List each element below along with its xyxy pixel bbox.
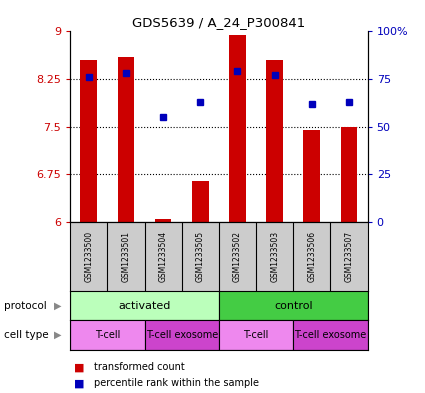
Text: GSM1233507: GSM1233507 [345,231,354,282]
Bar [144,320,219,350]
Bar [192,181,209,222]
Text: activated: activated [118,301,171,310]
Bar [266,60,283,222]
Bar [80,60,97,222]
Text: ■: ■ [74,378,88,388]
Bar [229,35,246,222]
Text: transformed count: transformed count [94,362,184,373]
Title: GDS5639 / A_24_P300841: GDS5639 / A_24_P300841 [132,16,306,29]
Text: T-cell: T-cell [244,330,269,340]
Bar [155,219,171,222]
Text: GSM1233502: GSM1233502 [233,231,242,282]
Text: GSM1233505: GSM1233505 [196,231,205,282]
Text: ▶: ▶ [54,301,61,310]
Text: ■: ■ [74,362,88,373]
Bar [303,130,320,222]
Bar [118,57,134,222]
Bar [70,291,219,320]
Text: ▶: ▶ [54,330,61,340]
Text: GSM1233506: GSM1233506 [307,231,316,282]
Text: protocol: protocol [4,301,47,310]
Text: T-cell: T-cell [95,330,120,340]
Text: GSM1233500: GSM1233500 [84,231,93,282]
Text: T-cell exosome: T-cell exosome [294,330,366,340]
Text: cell type: cell type [4,330,49,340]
Bar [341,127,357,222]
Text: GSM1233503: GSM1233503 [270,231,279,282]
Bar [219,291,368,320]
Bar [70,320,144,350]
Bar [219,320,293,350]
Text: GSM1233504: GSM1233504 [159,231,167,282]
Text: T-cell exosome: T-cell exosome [145,330,218,340]
Text: percentile rank within the sample: percentile rank within the sample [94,378,258,388]
Bar [293,320,368,350]
Text: GSM1233501: GSM1233501 [122,231,130,282]
Text: control: control [274,301,312,310]
